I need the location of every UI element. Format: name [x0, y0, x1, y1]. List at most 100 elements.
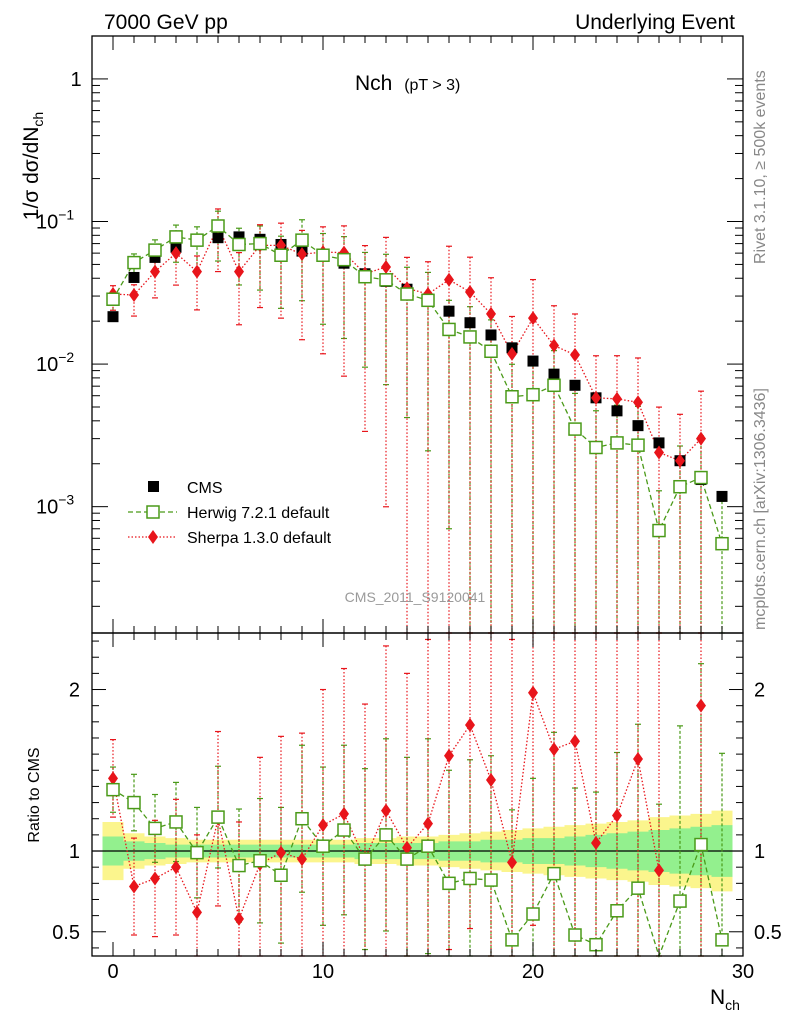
y-tick-label-exp: −2 — [58, 349, 74, 365]
ratio-sherpa-point — [570, 734, 580, 749]
sherpa-point — [654, 445, 664, 460]
cms-point — [212, 232, 224, 244]
herwig-point — [526, 387, 540, 402]
herwig-point — [400, 287, 414, 301]
main-ylabel-text: 1/σ dσ/dN — [20, 127, 43, 221]
ratio-herwig-point — [610, 904, 624, 918]
ratio-y-tick-label-right: 0.5 — [754, 922, 782, 944]
ratio-herwig-point — [190, 845, 204, 860]
ratio-herwig-point — [148, 821, 162, 836]
ratio-sherpa-point — [654, 863, 664, 878]
xlabel-sub: ch — [725, 997, 740, 1013]
sherpa-point — [150, 264, 160, 279]
ratio-sherpa-point — [633, 751, 643, 766]
ratio-herwig-point — [421, 839, 435, 853]
main-axes: 110−110−210−3 — [36, 35, 744, 633]
sherpa-point — [486, 306, 496, 321]
cms-point — [443, 305, 455, 317]
legend-entry-cms: CMS — [148, 480, 223, 497]
ratio-sherpa-point — [612, 808, 622, 823]
herwig-point — [568, 422, 582, 436]
ratio-sherpa-point — [129, 879, 139, 894]
header-right: Underlying Event — [575, 11, 735, 34]
ratio-herwig-point — [211, 810, 225, 824]
x-tick-label: 0 — [107, 961, 118, 983]
cms-point — [485, 329, 497, 341]
ratio-herwig-point — [463, 871, 477, 886]
ratio-herwig-point — [568, 928, 582, 942]
sherpa-point — [444, 272, 454, 287]
legend-label-cms: CMS — [187, 480, 223, 497]
ratio-sherpa-point — [591, 835, 601, 850]
ratio-sherpa-point — [339, 806, 349, 821]
herwig-point — [253, 236, 267, 251]
sherpa-point — [528, 311, 538, 326]
legend-label-sherpa: Sherpa 1.3.0 default — [187, 530, 332, 547]
ratio-sherpa-point — [696, 698, 706, 713]
main-plot-area — [106, 208, 729, 634]
cms-point — [128, 271, 140, 283]
sherpa-point — [465, 285, 475, 300]
ratio-herwig-point — [295, 811, 309, 826]
header-left: 7000 GeV pp — [104, 11, 228, 34]
herwig-point — [358, 269, 372, 284]
herwig-point — [316, 248, 330, 262]
legend-label-herwig: Herwig 7.2.1 default — [187, 505, 330, 522]
cms-point — [464, 317, 476, 329]
herwig-point — [232, 237, 246, 252]
ratio-sherpa-point — [465, 718, 475, 733]
ratio-ylabel: Ratio to CMS — [26, 747, 43, 842]
x-tick-label: 20 — [522, 961, 544, 983]
sherpa-point — [171, 246, 181, 261]
cms-point — [233, 231, 245, 243]
ratio-sherpa-point — [192, 905, 202, 920]
y-tick-label: 10−3 — [36, 492, 74, 519]
sherpa-point — [192, 264, 202, 279]
main-ylabel: 1/σ dσ/dNch — [20, 112, 46, 220]
ratio-herwig-point — [274, 868, 288, 882]
herwig-point — [127, 255, 141, 270]
ratio-herwig-point — [106, 782, 120, 797]
ratio-sherpa-point — [297, 852, 307, 867]
ratio-sherpa-point — [444, 748, 454, 763]
ratio-sherpa-point — [423, 816, 433, 831]
ratio-sherpa-point — [549, 742, 559, 757]
y-tick-label: 10−1 — [36, 207, 74, 234]
sherpa-point — [297, 247, 307, 262]
cms-point — [611, 405, 623, 417]
sherpa-point — [507, 346, 517, 361]
legend-marker-cms — [148, 481, 159, 492]
ratio-sherpa-point — [486, 772, 496, 787]
ratio-herwig-point — [232, 858, 246, 873]
sherpa-point — [549, 338, 559, 353]
y-tick-label-base: 10 — [36, 212, 58, 234]
cms-point — [548, 368, 560, 380]
ratio-herwig-point — [337, 823, 351, 837]
ratio-herwig-point — [526, 907, 540, 921]
x-tick-label: 30 — [732, 961, 754, 983]
herwig-point — [169, 230, 183, 244]
ratio-herwig-point — [547, 866, 561, 881]
herwig-point — [421, 293, 435, 308]
sherpa-point — [612, 391, 622, 406]
herwig-point — [295, 233, 309, 247]
xlabel-text: N — [710, 986, 725, 1009]
herwig-point — [715, 536, 729, 551]
herwig-point — [106, 292, 120, 306]
mcplots-label: mcplots.cern.ch [arXiv:1306.3436] — [752, 388, 769, 630]
herwig-point — [190, 233, 204, 247]
sherpa-point — [591, 390, 601, 405]
ratio-y-tick-label-right: 2 — [754, 680, 765, 702]
ratio-frame — [91, 632, 744, 957]
herwig-point — [148, 243, 162, 257]
herwig-point — [274, 248, 288, 262]
sherpa-point — [234, 264, 244, 279]
chart-title: Nch (pT > 3) — [355, 72, 460, 95]
ratio-herwig-point — [379, 828, 393, 842]
ratio-sherpa-point — [234, 911, 244, 926]
cms-point — [527, 355, 539, 367]
herwig-point — [337, 252, 351, 267]
xlabel: Nch — [710, 986, 740, 1013]
main-panel: 110−110−210−3 — [36, 35, 744, 634]
